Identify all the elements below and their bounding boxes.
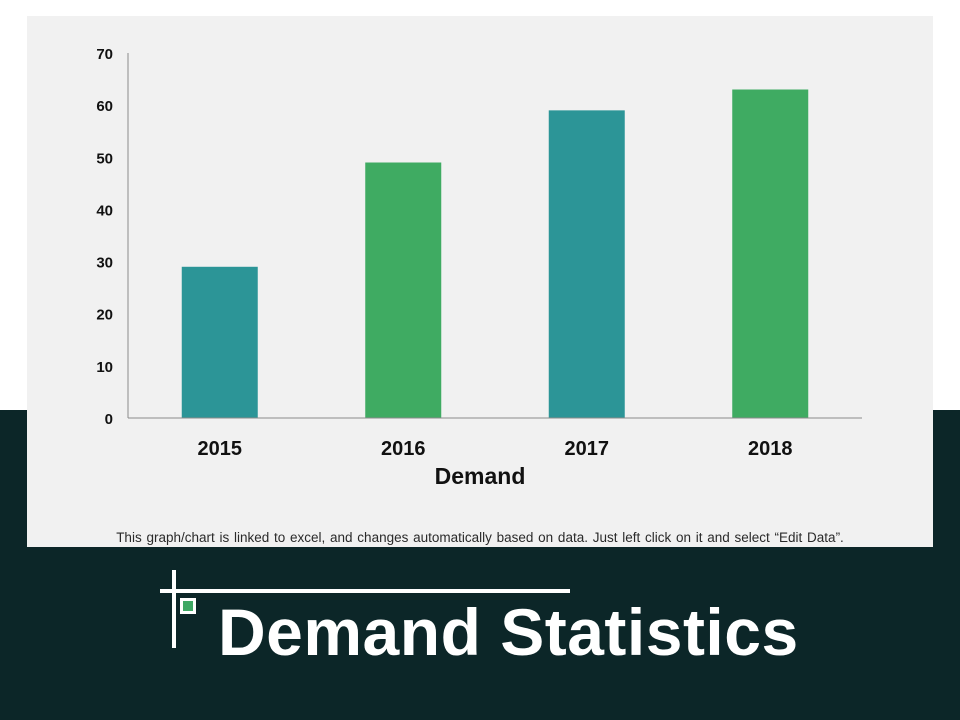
y-tick-label: 0 <box>105 411 113 428</box>
bar-2018[interactable] <box>732 89 809 419</box>
y-axis: 0 10 20 30 40 50 60 70 <box>96 46 129 428</box>
bar-2017[interactable] <box>548 110 625 418</box>
y-tick-label: 10 <box>96 359 113 376</box>
x-tick-label: 2015 <box>198 438 243 460</box>
chart-note: This graph/chart is linked to excel, and… <box>116 530 844 545</box>
y-tick-label: 70 <box>96 46 113 63</box>
bar-chart[interactable]: 0 10 20 30 40 50 60 70 2015 2016 2017 2018 Demand <box>27 16 933 516</box>
y-tick-label: 60 <box>96 98 113 115</box>
decor-square-icon <box>180 598 196 614</box>
x-tick-label: 2018 <box>748 438 793 460</box>
bar-2016[interactable] <box>365 162 442 419</box>
x-axis-label: Demand <box>435 463 526 489</box>
x-axis: 2015 2016 2017 2018 <box>128 417 862 460</box>
chart-panel[interactable]: 0 10 20 30 40 50 60 70 2015 2016 2017 2018 Demand … <box>27 16 933 547</box>
y-tick-label: 40 <box>96 202 113 219</box>
bars <box>181 89 809 419</box>
decor-vertical-line <box>172 570 176 648</box>
decor-horizontal-line <box>160 589 570 593</box>
y-tick-label: 20 <box>96 307 113 324</box>
x-tick-label: 2016 <box>381 438 426 460</box>
page-title: Demand Statistics <box>218 595 799 669</box>
y-tick-label: 50 <box>96 150 113 167</box>
x-tick-label: 2017 <box>565 438 610 460</box>
y-tick-label: 30 <box>96 255 113 272</box>
bar-2015[interactable] <box>181 266 258 418</box>
